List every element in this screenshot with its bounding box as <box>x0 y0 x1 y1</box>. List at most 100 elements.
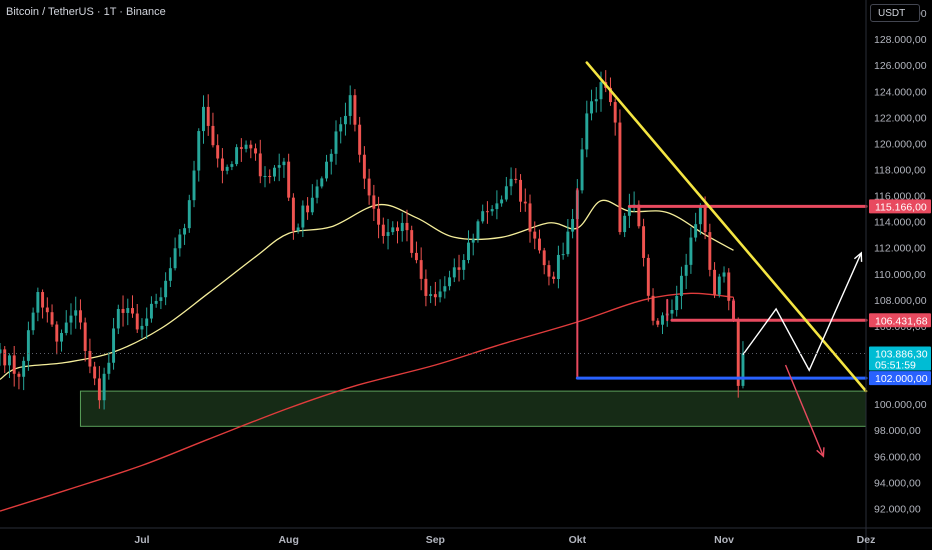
candle-body[interactable] <box>258 153 262 177</box>
candle-body[interactable] <box>670 309 674 314</box>
candle-body[interactable] <box>315 186 319 198</box>
candle-body[interactable] <box>334 131 338 154</box>
candle-body[interactable] <box>471 239 475 243</box>
candle-body[interactable] <box>642 226 646 258</box>
candle-body[interactable] <box>504 186 508 200</box>
candle-body[interactable] <box>722 272 726 277</box>
candle-body[interactable] <box>325 161 328 179</box>
candle-body[interactable] <box>273 167 276 177</box>
candle-body[interactable] <box>26 330 30 361</box>
candle-body[interactable] <box>571 219 575 232</box>
candle-body[interactable] <box>476 221 480 240</box>
candle-body[interactable] <box>410 230 414 253</box>
candle-body[interactable] <box>149 303 153 319</box>
candle-body[interactable] <box>235 147 239 165</box>
candle-body[interactable] <box>727 272 731 301</box>
candle-body[interactable] <box>618 122 622 233</box>
candle-body[interactable] <box>523 201 527 204</box>
candle-body[interactable] <box>353 95 357 125</box>
bearish-projection[interactable] <box>784 364 825 457</box>
candle-body[interactable] <box>651 295 655 321</box>
candle-body[interactable] <box>698 205 702 225</box>
candle-body[interactable] <box>490 209 494 212</box>
candle-body[interactable] <box>717 276 721 295</box>
candle-body[interactable] <box>599 82 603 100</box>
candle-body[interactable] <box>433 294 437 298</box>
candle-body[interactable] <box>429 294 433 296</box>
candle-body[interactable] <box>239 147 243 149</box>
candle-body[interactable] <box>78 310 82 323</box>
candle-body[interactable] <box>187 200 191 229</box>
candle-body[interactable] <box>244 144 248 149</box>
candle-body[interactable] <box>381 224 385 236</box>
candle-body[interactable] <box>282 161 286 166</box>
candle-body[interactable] <box>736 319 740 386</box>
candle-body[interactable] <box>448 277 452 287</box>
candle-body[interactable] <box>102 373 106 401</box>
candle-body[interactable] <box>452 267 456 278</box>
candle-body[interactable] <box>296 227 300 231</box>
candle-body[interactable] <box>112 328 116 363</box>
candle-body[interactable] <box>661 315 664 325</box>
candle-body[interactable] <box>36 292 40 313</box>
candle-body[interactable] <box>45 307 49 313</box>
candle-body[interactable] <box>556 254 560 279</box>
candle-body[interactable] <box>60 332 63 342</box>
demand-zone[interactable] <box>79 390 867 427</box>
candle-body[interactable] <box>608 87 612 103</box>
candle-body[interactable] <box>424 278 428 296</box>
candle-body[interactable] <box>419 260 423 279</box>
candle-body[interactable] <box>443 286 447 292</box>
candle-body[interactable] <box>306 205 310 213</box>
candle-body[interactable] <box>263 176 267 177</box>
candle-body[interactable] <box>131 308 134 314</box>
candle-body[interactable] <box>121 308 125 313</box>
candle-body[interactable] <box>216 145 220 159</box>
candle-body[interactable] <box>519 179 523 202</box>
currency-button[interactable]: USDT <box>870 4 920 22</box>
time-axis[interactable]: Jul Aug Sep Okt Nov Dez <box>0 527 932 546</box>
candle-body[interactable] <box>168 268 172 281</box>
candle-body[interactable] <box>485 211 489 213</box>
candle-body[interactable] <box>230 164 234 167</box>
candle-body[interactable] <box>83 322 87 351</box>
candle-body[interactable] <box>372 195 376 209</box>
candle-body[interactable] <box>31 312 35 331</box>
candle-body[interactable] <box>140 325 144 330</box>
candle-body[interactable] <box>481 211 485 222</box>
candle-body[interactable] <box>694 224 698 238</box>
candle-body[interactable] <box>509 178 513 187</box>
candle-body[interactable] <box>197 131 201 171</box>
candle-body[interactable] <box>594 99 598 102</box>
candle-body[interactable] <box>287 161 291 198</box>
candle-body[interactable] <box>7 355 11 366</box>
candle-body[interactable] <box>329 153 333 162</box>
candle-body[interactable] <box>159 297 163 301</box>
candle-body[interactable] <box>348 95 352 116</box>
candle-body[interactable] <box>41 292 45 308</box>
candle-body[interactable] <box>514 178 518 180</box>
candle-body[interactable] <box>301 205 305 228</box>
candle-body[interactable] <box>689 237 693 265</box>
candle-body[interactable] <box>391 227 395 233</box>
candle-body[interactable] <box>135 313 139 330</box>
candle-body[interactable] <box>708 232 712 270</box>
candle-body[interactable] <box>254 148 258 154</box>
candle-body[interactable] <box>202 106 205 132</box>
candle-body[interactable] <box>646 257 650 296</box>
candle-body[interactable] <box>116 308 120 329</box>
candle-body[interactable] <box>145 318 149 326</box>
candle-body[interactable] <box>178 234 182 249</box>
candle-body[interactable] <box>74 310 78 316</box>
bullish-projection[interactable] <box>742 252 862 372</box>
candle-body[interactable] <box>183 228 187 235</box>
candle-body[interactable] <box>623 215 627 233</box>
candle-body[interactable] <box>566 231 570 255</box>
candle-body[interactable] <box>17 373 21 377</box>
candle-body[interactable] <box>552 276 556 279</box>
candle-body[interactable] <box>225 166 229 171</box>
candle-body[interactable] <box>22 360 26 377</box>
candle-body[interactable] <box>12 355 16 374</box>
candle-body[interactable] <box>703 205 707 233</box>
